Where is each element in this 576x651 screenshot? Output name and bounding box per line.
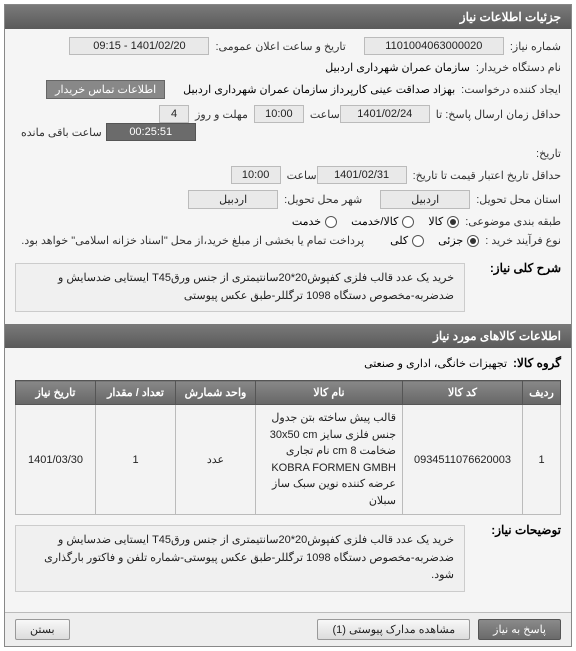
radio-kala-label: کالا [428, 215, 443, 228]
td-date: 1401/03/30 [16, 405, 96, 515]
th-code: کد کالا [403, 381, 523, 405]
group-class-label: طبقه بندی موضوعی: [465, 215, 561, 228]
sub-header: اطلاعات کالاهای مورد نیاز [5, 324, 571, 348]
notes-label: توضیحات نیاز: [471, 519, 561, 537]
agency-label: نام دستگاه خریدار: [476, 61, 561, 74]
radio-khadamat[interactable]: کالا/خدمت [351, 215, 414, 228]
niyaz-number-value: 1101004063000020 [364, 37, 504, 55]
group-kala-label: گروه کالا: [513, 356, 561, 370]
td-name: قالب پیش ساخته بتن جدول جنس فلزی سایز 30… [256, 405, 403, 515]
panel-body: شماره نیاز: 1101004063000020 تاریخ و ساع… [5, 29, 571, 612]
credit-time: 10:00 [231, 166, 281, 184]
time-remaining: 00:25:51 [106, 123, 196, 141]
radio-kala[interactable]: کالا [428, 215, 459, 228]
saat-label-1: ساعت [310, 108, 340, 121]
payment-note: پرداخت تمام یا بخشی از مبلغ خرید،از محل … [21, 234, 364, 247]
td-unit: عدد [176, 405, 256, 515]
process-label: نوع فرآیند خرید : [485, 234, 561, 247]
th-unit: واحد شمارش [176, 381, 256, 405]
datetime-value: 1401/02/20 - 09:15 [69, 37, 209, 55]
process-radio: جزئی کلی [390, 234, 479, 247]
agency-value: سازمان عمران شهرداری اردبیل [325, 61, 470, 74]
radio-dot-full [467, 235, 479, 247]
th-date: تاریخ نیاز [16, 381, 96, 405]
days-value: 4 [159, 105, 189, 123]
datetime-label: تاریخ و ساعت اعلان عمومی: [215, 40, 345, 53]
deadline-time: 10:00 [254, 105, 304, 123]
footer-bar: پاسخ به نیاز مشاهده مدارک پیوستی (1) بست… [5, 612, 571, 646]
group-radio: کالا کالا/خدمت خدمت [292, 215, 459, 228]
province-label: استان محل تحویل: [476, 193, 561, 206]
reply-button[interactable]: پاسخ به نیاز [478, 619, 561, 640]
time-remain-suffix: ساعت باقی مانده [21, 126, 102, 139]
items-table: ردیف کد کالا نام کالا واحد شمارش تعداد /… [15, 380, 561, 515]
table-row: 1 0934511076620003 قالب پیش ساخته بتن جد… [16, 405, 561, 515]
main-panel: جزئیات اطلاعات نیاز شماره نیاز: 11010040… [4, 4, 572, 647]
deadline-label: حداقل زمان ارسال پاسخ: تا [436, 108, 561, 121]
niyaz-number-label: شماره نیاز: [510, 40, 561, 53]
radio-dot-kharid [325, 216, 337, 228]
close-button[interactable]: بستن [15, 619, 70, 640]
mehlat-label: مهلت و روز [195, 108, 248, 121]
radio-dot-kala [447, 216, 459, 228]
sub-header-title: اطلاعات کالاهای مورد نیاز [433, 329, 561, 343]
radio-partial[interactable]: کلی [390, 234, 424, 247]
group-kala-value: تجهیزات خانگی، اداری و صنعتی [364, 357, 507, 370]
notes-text: خرید یک عدد قالب فلزی کفپوش20*20سانتیمتر… [15, 525, 465, 592]
radio-full[interactable]: جزئی [438, 234, 479, 247]
td-qty: 1 [96, 405, 176, 515]
th-row: ردیف [523, 381, 561, 405]
radio-dot-khadamat [402, 216, 414, 228]
sharh-text: خرید یک عدد قالب فلزی کفپوش20*20سانتیمتر… [15, 263, 465, 312]
tarikh-label: تاریخ: [536, 147, 561, 160]
td-code: 0934511076620003 [403, 405, 523, 515]
radio-kharid[interactable]: خدمت [292, 215, 337, 228]
province-value: اردبیل [380, 190, 470, 209]
radio-partial-label: کلی [390, 234, 408, 247]
credit-date: 1401/02/31 [317, 166, 407, 184]
attachments-button[interactable]: مشاهده مدارک پیوستی (1) [317, 619, 470, 640]
credit-date-label: حداقل تاریخ اعتبار قیمت تا تاریخ: [413, 169, 561, 182]
panel-header: جزئیات اطلاعات نیاز [5, 5, 571, 29]
radio-khadamat-label: کالا/خدمت [351, 215, 398, 228]
creator-value: بهزاد صداقت عینی کارپرداز سازمان عمران ش… [183, 83, 455, 96]
city-value: اردبیل [188, 190, 278, 209]
deadline-date: 1401/02/24 [340, 105, 430, 123]
creator-label: ایجاد کننده درخواست: [461, 83, 561, 96]
th-qty: تعداد / مقدار [96, 381, 176, 405]
contact-link[interactable]: اطلاعات تماس خریدار [46, 80, 165, 99]
td-n: 1 [523, 405, 561, 515]
th-name: نام کالا [256, 381, 403, 405]
city-label: شهر محل تحویل: [284, 193, 362, 206]
radio-kharid-label: خدمت [292, 215, 321, 228]
sharh-label: شرح کلی نیاز: [471, 257, 561, 275]
saat-label-2: ساعت [287, 169, 317, 182]
radio-full-label: جزئی [438, 234, 463, 247]
radio-dot-partial [412, 235, 424, 247]
panel-title: جزئیات اطلاعات نیاز [460, 10, 561, 24]
